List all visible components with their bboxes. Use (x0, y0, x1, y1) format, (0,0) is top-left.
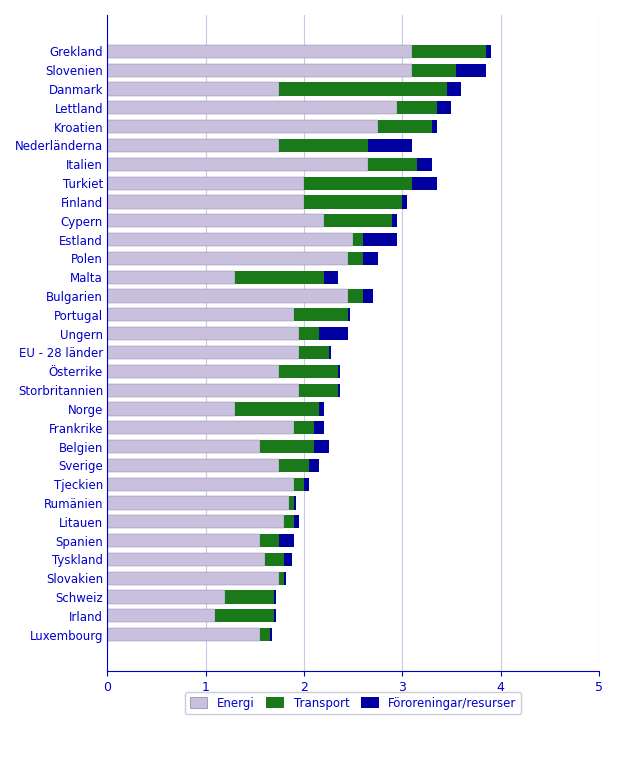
Bar (235, 271, 324, 284)
Bar (319, 402, 324, 416)
Bar (108, 440, 260, 453)
Bar (284, 515, 294, 528)
Bar (108, 139, 279, 152)
Bar (108, 195, 304, 208)
Bar (274, 609, 276, 622)
Bar (348, 308, 350, 322)
Bar (265, 553, 284, 566)
Bar (299, 383, 339, 397)
Bar (304, 177, 412, 190)
Bar (289, 497, 294, 510)
Bar (108, 346, 299, 359)
Bar (309, 459, 319, 472)
Bar (324, 214, 392, 227)
Bar (486, 45, 491, 58)
Bar (304, 477, 309, 491)
Bar (437, 101, 452, 114)
Bar (368, 158, 417, 171)
Bar (294, 477, 304, 491)
Bar (108, 553, 265, 566)
Bar (108, 515, 284, 528)
Bar (108, 308, 294, 322)
Bar (108, 82, 279, 96)
Bar (339, 383, 341, 397)
Bar (319, 327, 348, 340)
Bar (363, 289, 373, 302)
Bar (235, 402, 319, 416)
Bar (457, 64, 486, 77)
Bar (274, 591, 276, 604)
Bar (304, 195, 402, 208)
Bar (378, 120, 432, 133)
Bar (108, 271, 235, 284)
Bar (279, 139, 368, 152)
Bar (279, 82, 447, 96)
Bar (108, 421, 294, 434)
Bar (279, 459, 309, 472)
Bar (294, 308, 348, 322)
Bar (402, 195, 407, 208)
Bar (269, 628, 271, 641)
Bar (108, 327, 299, 340)
Bar (108, 45, 412, 58)
Bar (108, 177, 304, 190)
Bar (284, 571, 286, 585)
Bar (324, 271, 339, 284)
Bar (108, 571, 279, 585)
Bar (294, 515, 299, 528)
Bar (339, 365, 341, 378)
Bar (284, 553, 292, 566)
Bar (279, 365, 339, 378)
Bar (314, 421, 324, 434)
Bar (353, 233, 363, 246)
Bar (226, 591, 274, 604)
Bar (392, 214, 397, 227)
Bar (447, 82, 461, 96)
Bar (108, 214, 324, 227)
Bar (108, 289, 348, 302)
Bar (108, 64, 412, 77)
Bar (329, 346, 331, 359)
Bar (363, 233, 397, 246)
Bar (294, 421, 314, 434)
Bar (108, 365, 279, 378)
Bar (108, 383, 299, 397)
Bar (260, 628, 269, 641)
Bar (348, 289, 363, 302)
Bar (417, 158, 432, 171)
Bar (108, 534, 260, 547)
Bar (348, 252, 363, 265)
Bar (108, 120, 378, 133)
Bar (108, 402, 235, 416)
Bar (279, 534, 294, 547)
Bar (412, 177, 437, 190)
Bar (368, 139, 412, 152)
Bar (108, 459, 279, 472)
Bar (108, 158, 368, 171)
Bar (260, 440, 314, 453)
Bar (108, 497, 289, 510)
Bar (260, 534, 279, 547)
Bar (397, 101, 437, 114)
Bar (108, 591, 226, 604)
Bar (412, 45, 486, 58)
Bar (363, 252, 378, 265)
Bar (108, 477, 294, 491)
Bar (314, 440, 329, 453)
Bar (108, 609, 216, 622)
Legend: Energi, Transport, Föroreningar/resurser: Energi, Transport, Föroreningar/resurser (185, 692, 522, 715)
Bar (412, 64, 457, 77)
Bar (108, 628, 260, 641)
Bar (294, 497, 296, 510)
Bar (299, 346, 329, 359)
Bar (299, 327, 319, 340)
Bar (108, 252, 348, 265)
Bar (216, 609, 274, 622)
Bar (108, 233, 353, 246)
Bar (279, 571, 284, 585)
Bar (108, 101, 397, 114)
Bar (432, 120, 437, 133)
